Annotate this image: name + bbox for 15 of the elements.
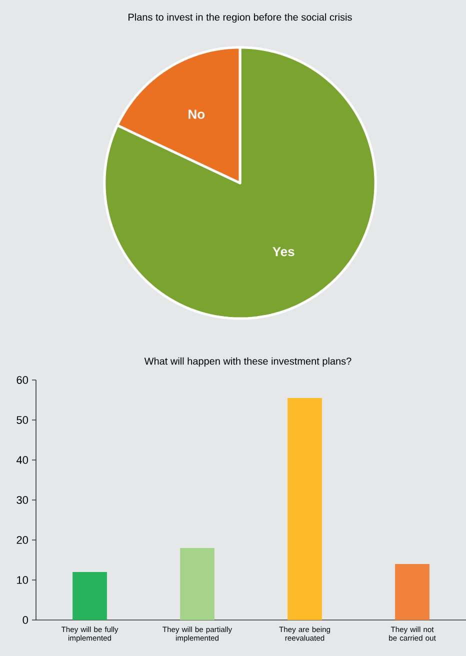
y-tick-label: 40 [16, 456, 28, 464]
chart-title: Plans to invest in the region before the social crisis [128, 13, 352, 23]
chart-title: What will happen with these investment plans? [144, 357, 352, 367]
y-tick-label: 0 [22, 616, 28, 624]
bar [180, 548, 214, 620]
y-tick-label: 10 [17, 576, 28, 584]
y-tick-label: 50 [16, 416, 28, 424]
y-tick-label: 30 [16, 496, 28, 504]
y-tick-label: 20 [16, 536, 28, 544]
bar [72, 572, 107, 620]
slice-label: Yes [272, 247, 294, 256]
y-tick-label: 60 [16, 376, 28, 384]
slice-label: No [188, 110, 205, 119]
bar [395, 564, 430, 620]
bar [288, 398, 322, 620]
